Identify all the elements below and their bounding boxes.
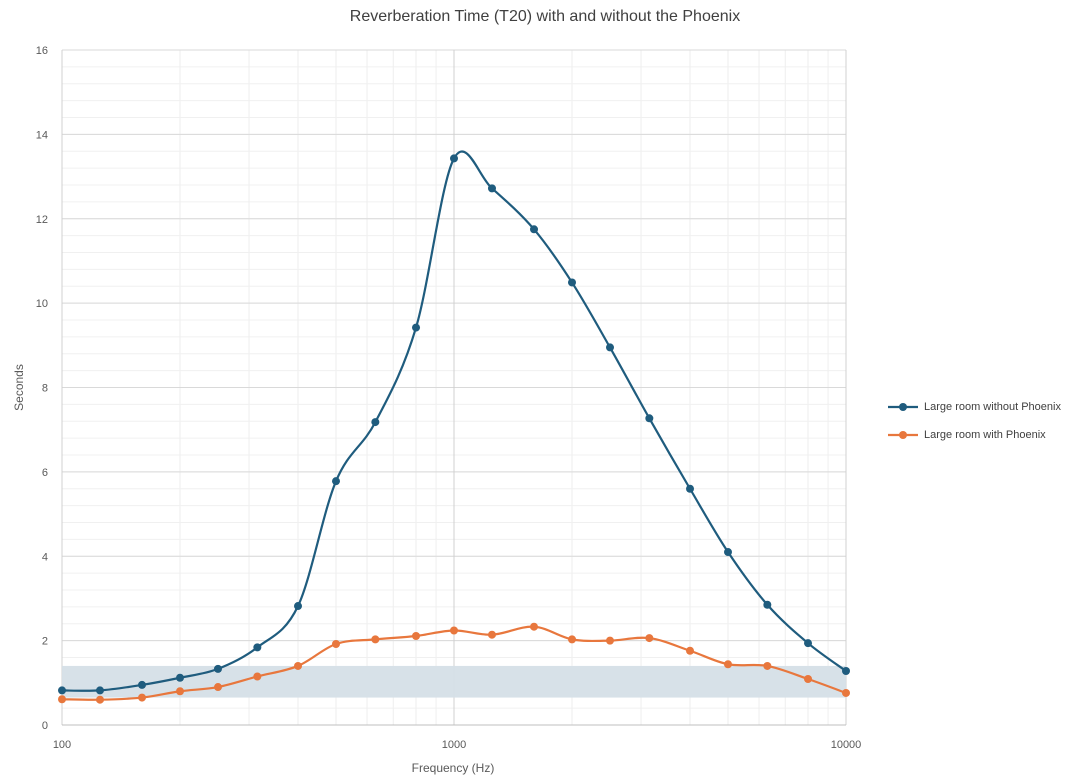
- legend-swatch-1: [888, 431, 918, 439]
- series-point-0: [530, 225, 539, 234]
- series-point-0: [95, 686, 104, 695]
- series-point-0: [253, 643, 262, 652]
- series-point-1: [253, 672, 262, 681]
- y-tick-label: 8: [42, 383, 48, 395]
- series-point-0: [804, 639, 813, 648]
- series-point-1: [294, 661, 303, 670]
- series-point-1: [58, 695, 66, 704]
- series-point-1: [176, 687, 185, 696]
- series-point-0: [450, 154, 458, 163]
- legend-label-0: Large room without Phoenix: [924, 401, 1061, 413]
- x-tick-label: 100: [53, 739, 71, 751]
- series-point-0: [176, 673, 185, 682]
- series-point-1: [568, 635, 577, 644]
- y-tick-label: 4: [42, 551, 48, 563]
- series-point-1: [450, 626, 458, 635]
- series-point-0: [294, 602, 303, 611]
- y-axis-title: Seconds: [12, 364, 26, 411]
- series-point-0: [371, 418, 380, 427]
- y-tick-label: 16: [36, 45, 48, 57]
- y-tick-label: 14: [36, 129, 48, 141]
- y-tick-label: 6: [42, 467, 48, 479]
- series-point-0: [605, 343, 614, 352]
- series-point-1: [213, 683, 222, 692]
- series-point-1: [412, 631, 421, 640]
- series-line-0: [61, 150, 847, 692]
- series-point-0: [487, 184, 496, 193]
- series-point-1: [95, 695, 104, 704]
- y-tick-label: 10: [36, 298, 48, 310]
- legend-item-1[interactable]: Large room with Phoenix: [886, 421, 1061, 449]
- x-tick-label: 1000: [442, 739, 466, 751]
- series-point-0: [331, 477, 340, 486]
- chart-title: Reverberation Time (T20) with and withou…: [349, 8, 741, 25]
- series-point-1: [686, 646, 695, 655]
- series-point-1: [530, 622, 539, 631]
- target-band: [62, 665, 846, 698]
- series-point-0: [645, 414, 654, 423]
- series-point-0: [138, 680, 147, 689]
- series-point-1: [723, 660, 732, 669]
- series-point-0: [723, 548, 732, 557]
- y-tick-label: 12: [36, 214, 48, 226]
- series-point-1: [138, 693, 147, 702]
- series-point-1: [763, 661, 772, 670]
- series-point-1: [371, 635, 380, 644]
- legend-swatch-0: [888, 403, 918, 411]
- series-point-0: [412, 323, 421, 332]
- series-point-1: [487, 630, 496, 639]
- legend-item-0[interactable]: Large room without Phoenix: [886, 393, 1061, 421]
- series-point-1: [331, 640, 340, 648]
- series-point-0: [58, 686, 66, 695]
- series-point-0: [686, 484, 695, 493]
- series-point-0: [213, 664, 222, 673]
- x-tick-label: 10000: [831, 739, 862, 751]
- series-point-0: [763, 600, 772, 609]
- series-point-1: [842, 688, 850, 697]
- legend-label-1: Large room with Phoenix: [924, 429, 1046, 441]
- series-point-0: [568, 278, 577, 287]
- series-point-0: [842, 667, 850, 675]
- series-point-1: [605, 636, 614, 645]
- legend: Large room without Phoenix Large room wi…: [886, 393, 1061, 449]
- y-tick-label: 0: [42, 720, 48, 732]
- y-tick-label: 2: [42, 636, 48, 648]
- series-point-1: [645, 634, 654, 643]
- x-axis-title: Frequency (Hz): [412, 761, 495, 775]
- series-point-1: [804, 675, 813, 684]
